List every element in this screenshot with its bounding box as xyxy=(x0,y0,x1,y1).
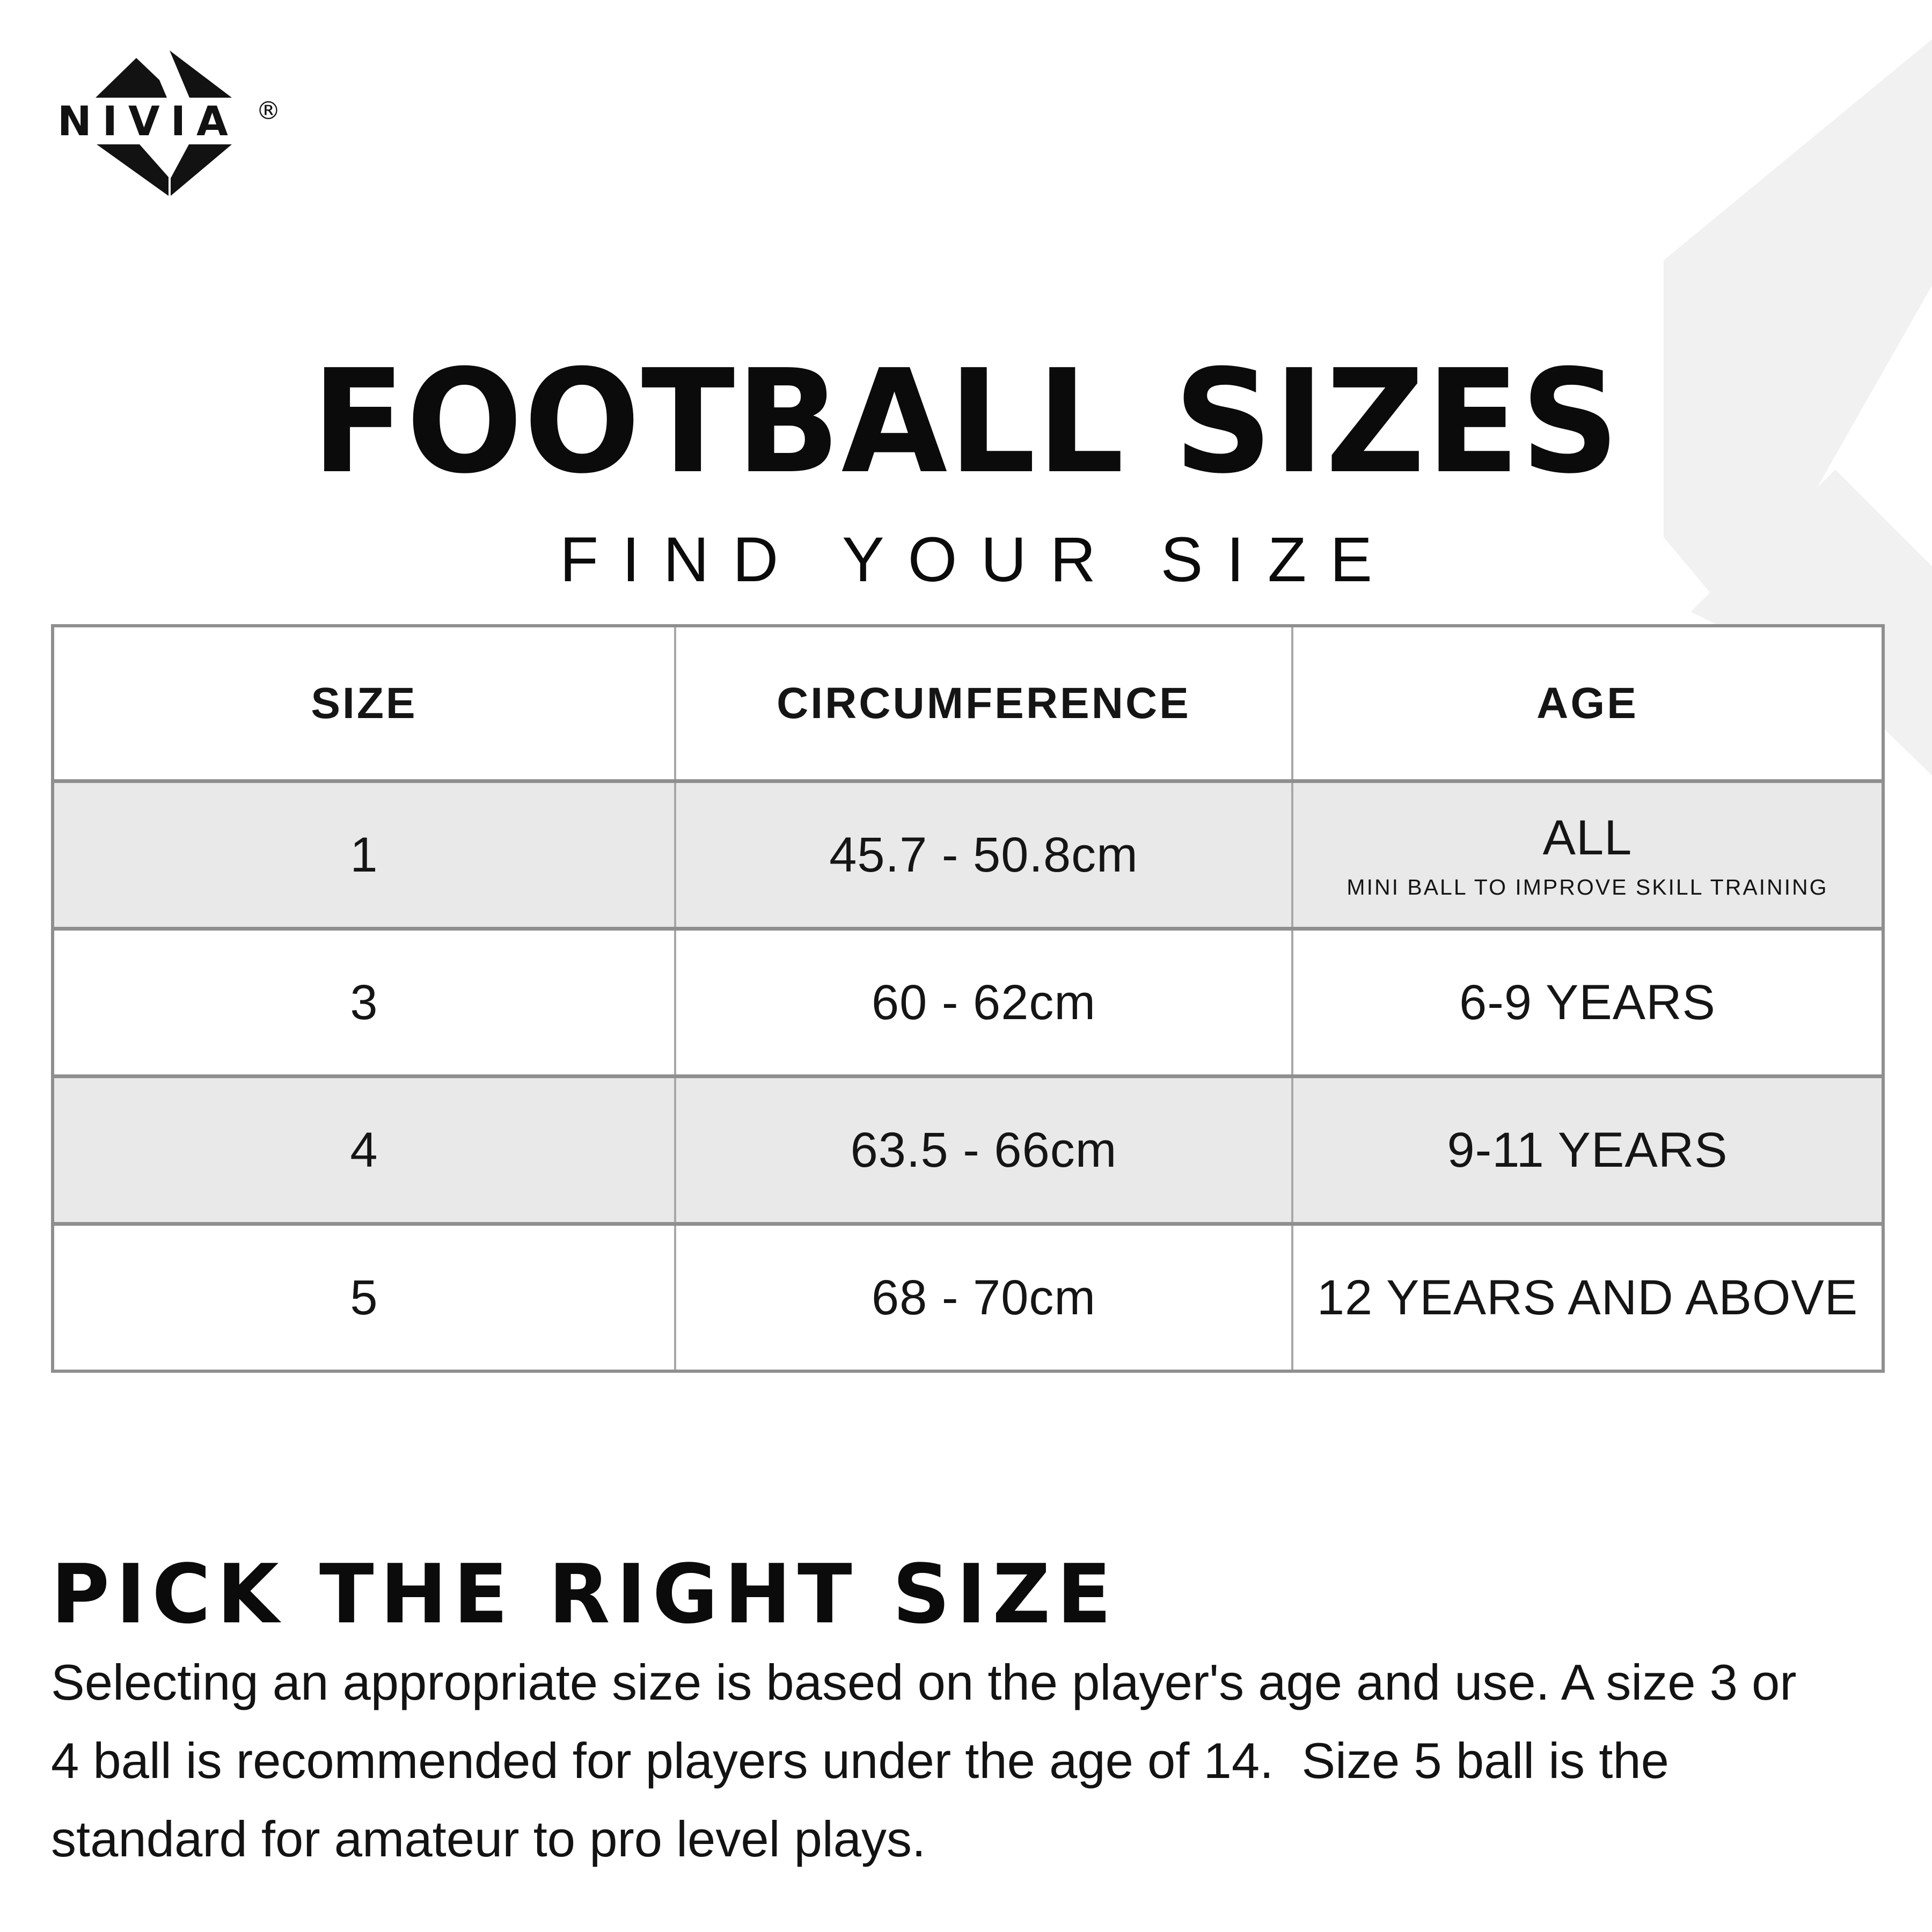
column-header-age: AGE xyxy=(1291,627,1882,779)
description-line: Selecting an appropriate size is based o… xyxy=(51,1654,1797,1710)
page-subtitle: FIND YOUR SIZE xyxy=(560,524,1396,595)
cell-age: 9-11 YEARS xyxy=(1291,1078,1882,1222)
table-row: 4 63.5 - 66cm 9-11 YEARS xyxy=(54,1074,1882,1222)
logo-top-left-shape xyxy=(96,58,167,98)
logo-bottom-left-shape xyxy=(97,144,169,196)
description-line: standard for amateur to pro level plays. xyxy=(51,1811,926,1867)
cell-size: 4 xyxy=(350,1122,378,1177)
section-heading: PICK THE RIGHT SIZE xyxy=(51,1547,1118,1642)
cell-size: 1 xyxy=(350,827,378,882)
cell-circumference: 63.5 - 66cm xyxy=(674,1078,1291,1222)
nivia-logo-mark-icon: NIVIA ® xyxy=(57,50,281,196)
cell-age: 6-9 YEARS xyxy=(1291,931,1882,1074)
cell-age: 12 YEARS AND ABOVE xyxy=(1291,1226,1882,1370)
page-title: FOOTBALL SIZES xyxy=(311,339,1621,505)
column-header-circumference: CIRCUMFERENCE xyxy=(674,627,1291,779)
cell-age-value: ALL xyxy=(1542,810,1633,865)
cell-size: 5 xyxy=(350,1270,378,1325)
logo-top-right-shape xyxy=(170,50,232,98)
column-header-size: SIZE xyxy=(311,678,418,728)
cell-age-note: MINI BALL TO IMPROVE SKILL TRAINING xyxy=(1346,875,1828,899)
cell-circumference: 68 - 70cm xyxy=(674,1226,1291,1370)
table-header-row: SIZE CIRCUMFERENCE AGE xyxy=(54,627,1882,779)
nivia-logo-text: NIVIA xyxy=(57,97,239,145)
description-line: 4 ball is recommended for players under … xyxy=(51,1732,1669,1789)
table-row: 5 68 - 70cm 12 YEARS AND ABOVE xyxy=(54,1222,1882,1370)
cell-circumference: 45.7 - 50.8cm xyxy=(674,783,1291,927)
table-row: 3 60 - 62cm 6-9 YEARS xyxy=(54,927,1882,1074)
nivia-logo: NIVIA ® xyxy=(56,43,281,204)
table-row: 1 45.7 - 50.8cm ALL MINI BALL TO IMPROVE… xyxy=(54,779,1882,927)
cell-size: 3 xyxy=(350,975,378,1030)
cell-age: ALL MINI BALL TO IMPROVE SKILL TRAINING xyxy=(1291,783,1882,927)
cell-circumference: 60 - 62cm xyxy=(674,931,1291,1074)
size-table: SIZE CIRCUMFERENCE AGE 1 45.7 - 50.8cm A… xyxy=(51,624,1885,1373)
registered-trademark-icon: ® xyxy=(256,96,279,125)
description-text: Selecting an appropriate size is based o… xyxy=(51,1643,1913,1878)
logo-bottom-right-shape xyxy=(171,144,232,196)
